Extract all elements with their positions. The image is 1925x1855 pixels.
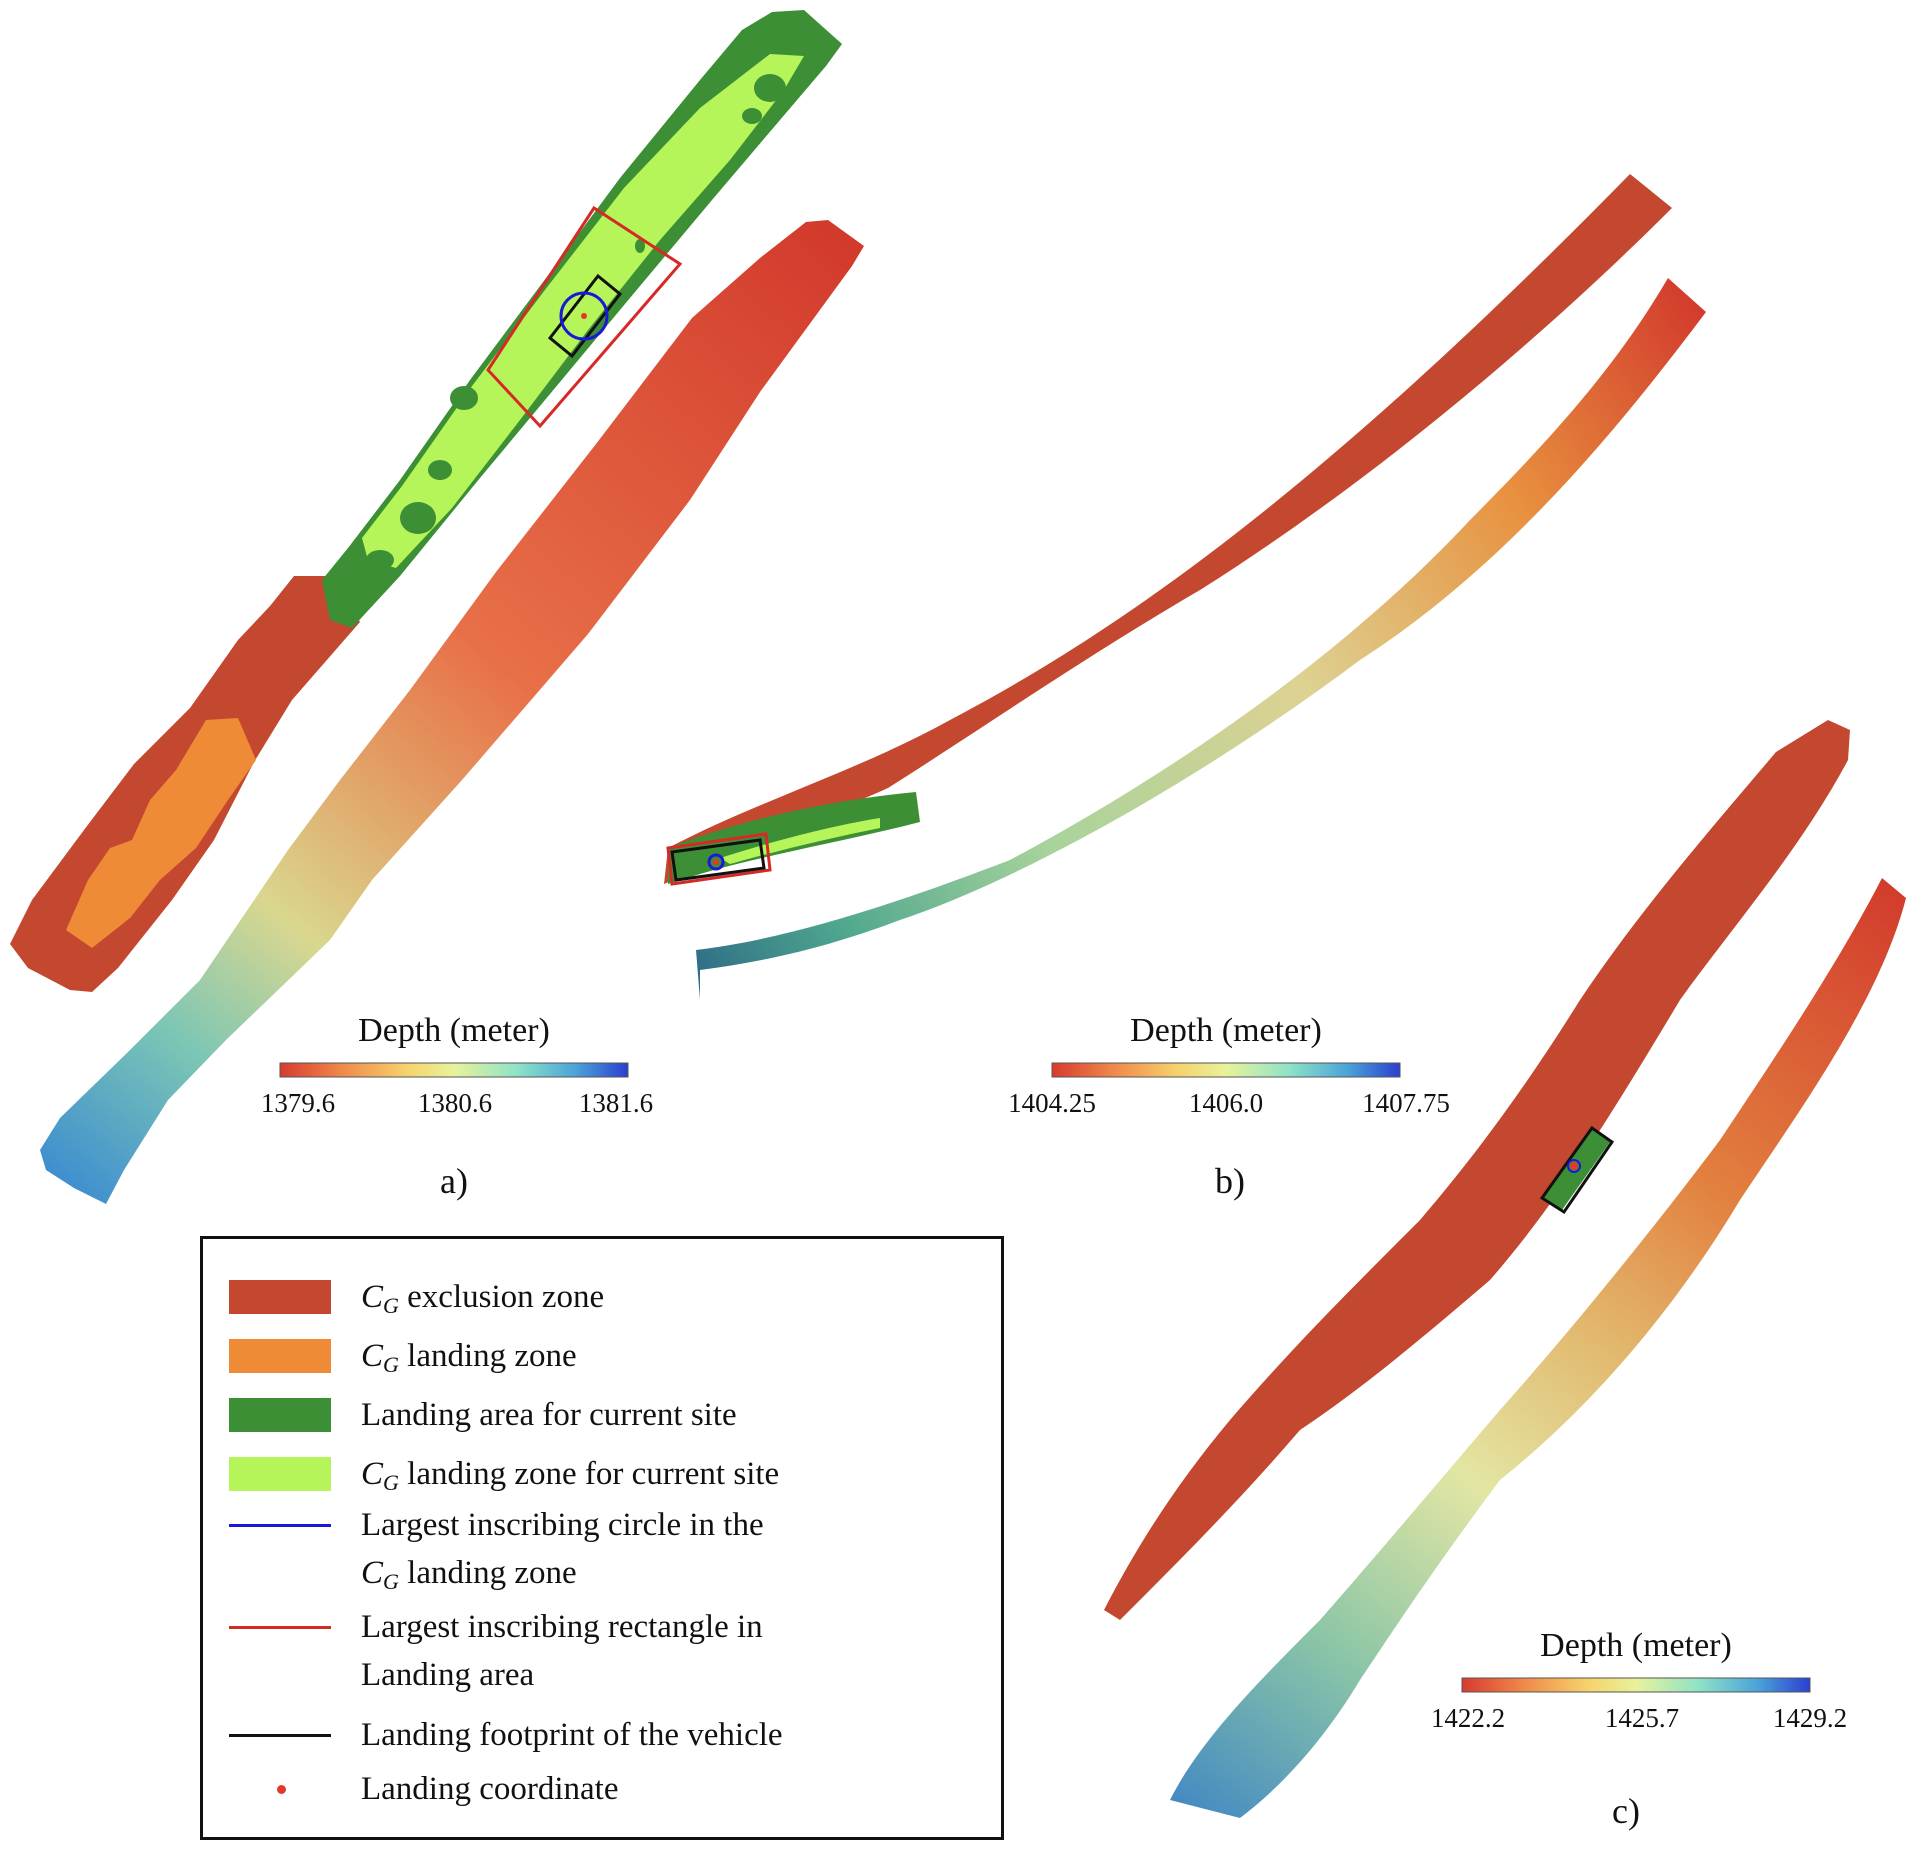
panel-a-maps [10,10,864,1204]
panel-c-landing-footprint [1539,1125,1615,1215]
legend-label: Largest inscribing circle in the [361,1507,764,1543]
panel-b-tick-mid: 1406.0 [1188,1088,1264,1118]
legend-label-line2: Landing area [361,1657,535,1693]
panel-b-tick-min: 1404.25 [1008,1088,1096,1118]
legend-label-line2: CG landing zone [361,1555,577,1594]
panel-c-terrain-strip [1170,878,1906,1818]
legend-label: Landing coordinate [361,1771,619,1807]
panel-c-exclusion-zone [1104,720,1850,1620]
panel-c-label: c) [1612,1791,1640,1831]
panel-c-tick-mid: 1425.7 [1604,1703,1680,1733]
panel-a-colorbar [279,1062,629,1078]
panel-a-cg-landing-zone [66,718,256,948]
legend-line [229,1524,331,1527]
panel-b-colorbar [1051,1062,1401,1078]
legend-line [229,1626,331,1629]
panel-c-colorbar-title: Depth (meter) [1540,1627,1732,1664]
panel-b-label: b) [1215,1161,1245,1201]
legend-label: CG landing zone for current site [361,1456,780,1495]
panel-a-tick-min: 1379.6 [260,1088,336,1118]
panel-a-label: a) [440,1161,468,1201]
panel-b-terrain-strip [696,278,1706,1000]
legend-label: Landing area for current site [361,1397,737,1433]
panel-a-tick-max: 1381.6 [578,1088,654,1118]
panel-c-maps [1104,720,1906,1818]
legend-label: Landing footprint of the vehicle [361,1717,783,1753]
panel-b-landing-footprint [670,838,766,882]
panel-a-landing-coordinate [581,313,587,319]
legend-dot [277,1785,286,1794]
panel-c-inscribing-circle [1567,1159,1581,1173]
panel-a-cg-landing-current [362,54,804,568]
legend-label: CG exclusion zone [361,1279,605,1318]
panel-a-obstacle-blobs [366,74,786,570]
panel-c-landing-coordinate [1570,1162,1578,1170]
panel-a-inscribing-circle [559,291,609,341]
legend-swatch [229,1398,331,1432]
legend-label: Largest inscribing rectangle in [361,1609,763,1645]
panel-b-cg-landing-current [720,818,880,864]
panel-a-landing-footprint [547,273,623,359]
panel-c-tick-max: 1429.2 [1772,1703,1848,1733]
panel-c-colorbar [1461,1677,1811,1693]
panel-b-colorbar-title: Depth (meter) [1130,1012,1322,1049]
panel-b-tick-max: 1407.75 [1362,1088,1450,1118]
panel-b-inscribing-circle [707,853,725,871]
panel-b-exclusion-zone [664,174,1672,884]
panel-b-maps [664,174,1706,1000]
legend-label: CG landing zone [361,1338,577,1377]
legend-box: CG exclusion zone CG landing zone Landin… [200,1236,1004,1840]
panel-c-tick-min: 1422.2 [1430,1703,1506,1733]
legend-swatch [229,1339,331,1373]
panel-a-colorbar-title: Depth (meter) [358,1012,550,1049]
panel-b-landing-coordinate [713,859,719,865]
legend-line [229,1734,331,1737]
panel-a-inscribing-rectangle [486,205,683,429]
panel-b-inscribing-rectangle [666,832,772,886]
panel-a-tick-mid: 1380.6 [417,1088,493,1118]
legend-swatch [229,1457,331,1491]
panel-a-terrain-strip [40,220,864,1204]
legend-swatch [229,1280,331,1314]
